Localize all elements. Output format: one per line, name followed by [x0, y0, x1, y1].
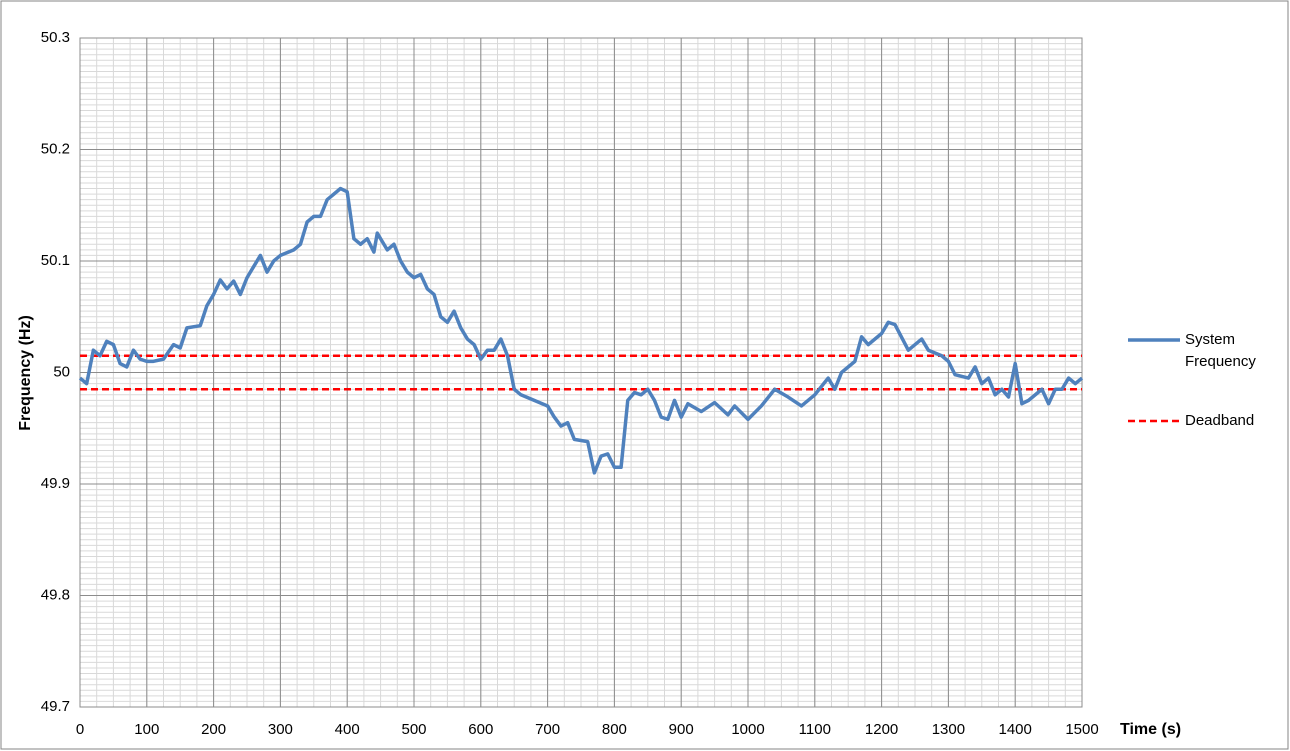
x-tick-label: 700 — [535, 721, 560, 738]
x-tick-label: 1300 — [932, 721, 965, 738]
x-tick-label: 600 — [468, 721, 493, 738]
x-tick-label: 200 — [201, 721, 226, 738]
x-tick-label: 1500 — [1065, 721, 1098, 738]
x-tick-label: 0 — [76, 721, 84, 738]
x-tick-label: 1200 — [865, 721, 898, 738]
x-tick-label: 300 — [268, 721, 293, 738]
x-tick-label: 1100 — [799, 721, 831, 738]
y-tick-label: 49.9 — [41, 475, 70, 492]
y-tick-label: 49.8 — [41, 586, 70, 603]
y-tick-label: 50.2 — [41, 140, 70, 157]
x-tick-label: 800 — [602, 721, 627, 738]
y-tick-label: 50 — [53, 363, 70, 380]
legend-label: Deadband — [1185, 412, 1255, 429]
x-tick-label: 500 — [401, 721, 426, 738]
x-tick-label: 400 — [335, 721, 360, 738]
x-tick-label: 1400 — [999, 721, 1032, 738]
y-tick-label: 49.7 — [41, 698, 70, 715]
legend-label: System Frequency — [1185, 331, 1256, 370]
x-tick-label: 1000 — [731, 721, 764, 738]
x-tick-label: 900 — [669, 721, 694, 738]
x-tick-label: 100 — [134, 721, 159, 738]
y-axis-label: Frequency (Hz) — [17, 315, 34, 431]
plot-border — [79, 37, 1083, 708]
y-tick-label: 50.3 — [41, 29, 70, 46]
y-tick-label: 50.1 — [41, 252, 70, 269]
series-line — [78, 186, 1084, 475]
x-axis-label: Time (s) — [1120, 721, 1181, 738]
